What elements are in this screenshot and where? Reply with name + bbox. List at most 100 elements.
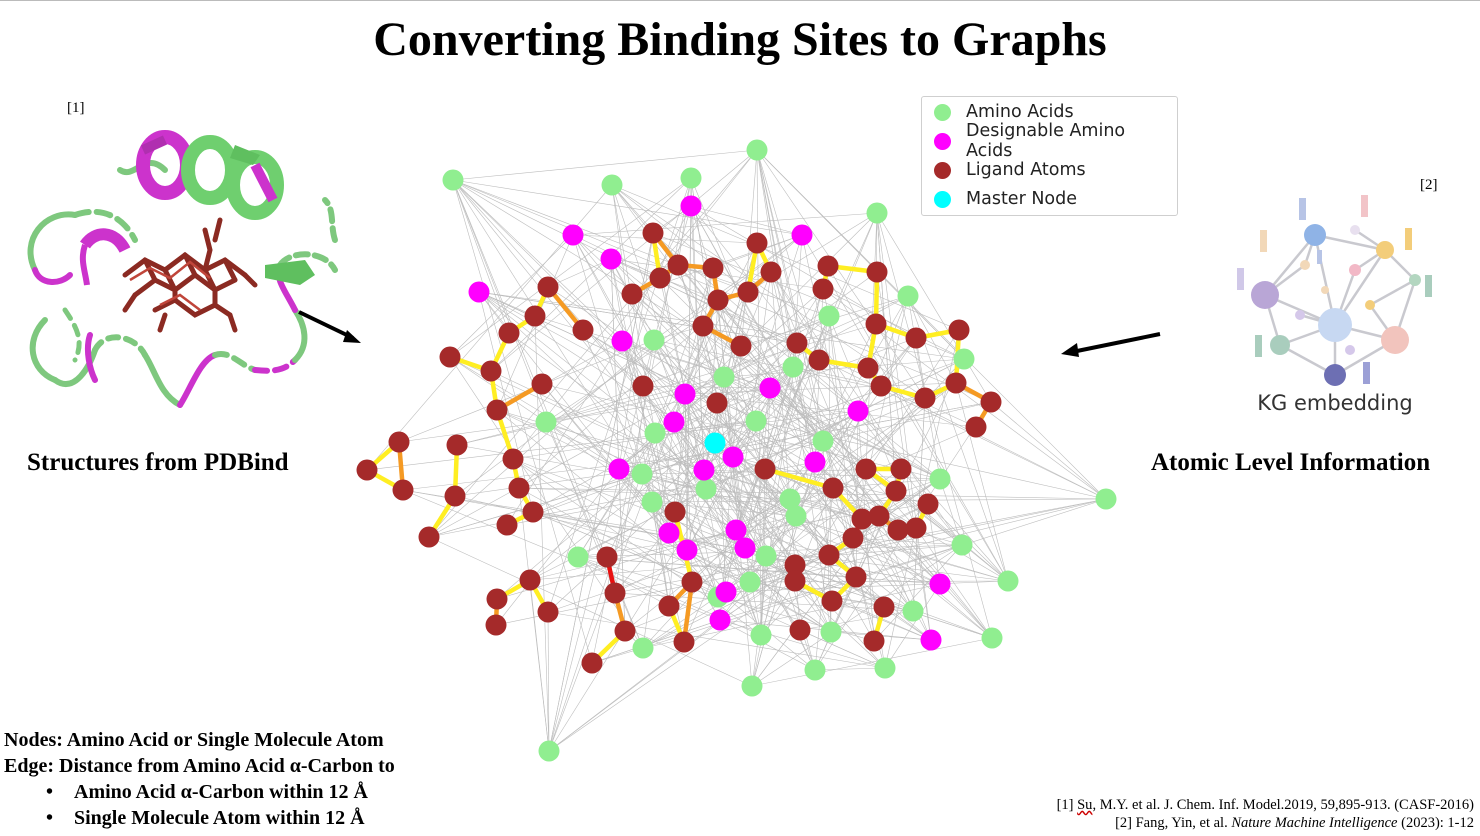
edge-line: [610, 258, 686, 395]
edge-line: [955, 382, 1009, 582]
ligand-atom-node: [870, 375, 892, 397]
ligand-atom-node: [865, 313, 887, 335]
edge-line: [449, 356, 797, 517]
legend-item-amino-acids: Amino Acids: [934, 99, 1074, 125]
ligand-atom-node: [808, 349, 830, 371]
graph-legend: Amino Acids Designable Amino Acids Ligan…: [921, 96, 1178, 216]
ligand-atom-node: [356, 459, 378, 481]
arrow-left-to-graph: [298, 310, 361, 343]
amino-acid-node: [902, 600, 924, 622]
ligand-atom-node: [784, 570, 806, 592]
ligand-atom-node: [822, 477, 844, 499]
edge-line: [610, 258, 626, 632]
ligand-atom-node: [667, 254, 689, 276]
edge-line: [740, 345, 993, 639]
ligand-atom-node: [887, 519, 909, 541]
legend-item-designable-amino-acids: Designable Amino Acids: [934, 121, 1177, 161]
arrow-right-to-graph: [1061, 332, 1161, 357]
designable-amino-acid-node: [562, 224, 584, 246]
edge-line: [428, 461, 816, 538]
edge-line: [684, 393, 767, 557]
designable-amino-acid-node: [920, 629, 942, 651]
ligand-atom-node: [614, 620, 636, 642]
edge-line: [876, 212, 993, 639]
edge-line: [673, 421, 734, 458]
amino-acid-node: [755, 545, 777, 567]
designable-amino-acid-node: [804, 451, 826, 473]
amino-acid-node: [567, 546, 589, 568]
ligand-atom-node: [658, 595, 680, 617]
ligand-atom-node: [439, 346, 461, 368]
edge-line: [651, 456, 734, 503]
edge-line: [878, 515, 932, 641]
edge-line: [760, 461, 816, 636]
ligand-atom-node: [480, 360, 502, 382]
edge-line: [876, 212, 992, 403]
edge-line: [452, 179, 737, 531]
edge-line: [478, 291, 798, 344]
amino-acid-node: [866, 202, 888, 224]
edge-line: [744, 382, 957, 549]
edge-line: [684, 382, 957, 395]
designable-amino-acid-node: [722, 446, 744, 468]
edge-line: [611, 184, 749, 293]
amino-acid-node: [644, 422, 666, 444]
edge-line: [769, 387, 791, 500]
ligand-atom-node: [706, 392, 728, 414]
edge-line: [832, 487, 914, 612]
ligand-atom-node: [857, 357, 879, 379]
edge-line: [884, 583, 941, 669]
ligand-atom-node: [821, 590, 843, 612]
citation-2: [2] Fang, Yin, et al. Nature Machine Int…: [1057, 814, 1474, 832]
ligand-atom-node: [485, 614, 507, 636]
edge-line: [452, 179, 688, 551]
amino-acid-node: [804, 659, 826, 681]
edge-line: [518, 487, 550, 752]
edge-line: [792, 366, 816, 463]
edge-line: [814, 667, 886, 671]
edge-line: [703, 401, 992, 471]
edge-line: [876, 212, 932, 641]
ligand-atom-node: [498, 322, 520, 344]
citations-block: [1] Su, M.Y. et al. J. Chem. Inf. Model.…: [1057, 796, 1474, 832]
edge-line: [582, 329, 643, 475]
edge-line: [735, 382, 957, 531]
ligand-atom-node: [486, 399, 508, 421]
edge-line: [792, 366, 882, 387]
ligand-atom-node: [692, 315, 714, 337]
edge-line: [792, 366, 899, 531]
edge-line: [452, 179, 593, 664]
edge-line: [506, 366, 794, 526]
ligand-atom-node: [945, 372, 967, 394]
ligand-atom-node: [842, 527, 864, 549]
ligand-atom-node: [673, 631, 695, 653]
citation-2-rest: (2023): 1-12: [1397, 815, 1474, 831]
edge-line: [545, 323, 877, 423]
edge-line: [770, 271, 859, 412]
ligand-atom-node: [502, 448, 524, 470]
citation-1-prefix: [1]: [1056, 797, 1078, 813]
edge-line: [756, 149, 1107, 500]
edge-line: [690, 205, 963, 546]
amino-acid-node: [695, 478, 717, 500]
legend-label: Amino Acids: [966, 102, 1074, 122]
ligand-atom-node: [621, 283, 643, 305]
amino-acid-node: [631, 463, 653, 485]
ligand-atom-node: [537, 601, 559, 623]
ligand-atom-node: [519, 569, 541, 591]
protein-structure-image: [27, 130, 338, 408]
amino-acid-node: [739, 571, 761, 593]
bullet-icon: •: [46, 781, 54, 803]
amino-acid-node: [713, 366, 735, 388]
edge-line: [690, 205, 932, 641]
amino-acid-node: [785, 505, 807, 527]
edge-line: [508, 332, 932, 641]
citation-1: [1] Su, M.Y. et al. J. Chem. Inf. Model.…: [1057, 796, 1474, 814]
amino-acid-node: [874, 657, 896, 679]
ligand-atom-node: [524, 305, 546, 327]
edge-line: [398, 421, 547, 443]
edge-line: [478, 291, 886, 669]
ligand-atom-node: [522, 501, 544, 523]
ligand-atom-node: [914, 387, 936, 409]
edge-line: [651, 501, 685, 643]
